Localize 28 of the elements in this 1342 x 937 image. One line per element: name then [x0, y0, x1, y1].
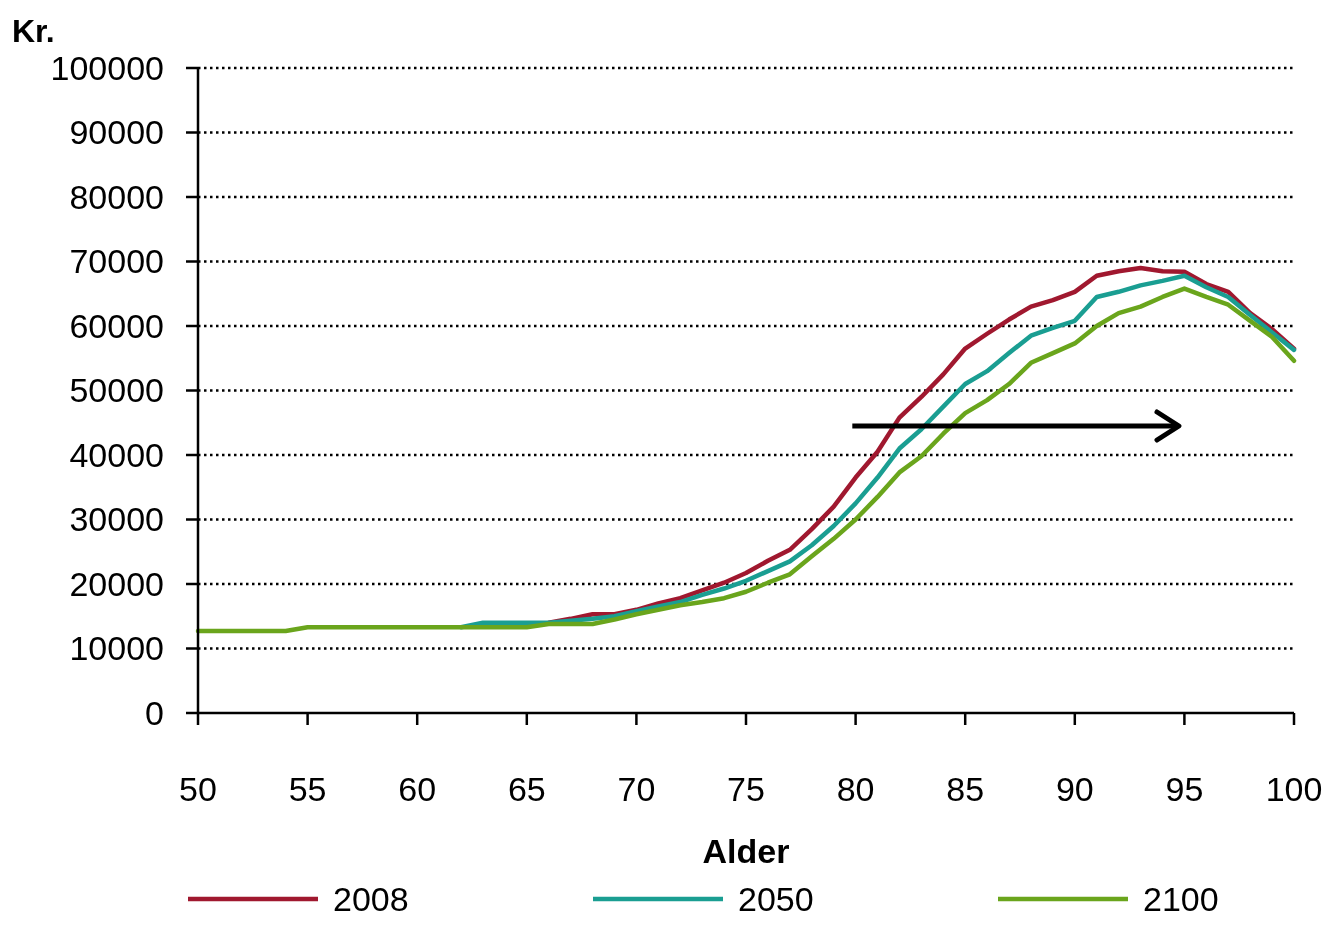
y-tick-label: 10000 — [69, 629, 164, 668]
y-tick-label: 0 — [145, 693, 164, 732]
x-tick-label: 60 — [398, 770, 437, 808]
x-axis-title: Alder — [702, 832, 790, 870]
y-tick-label: 80000 — [69, 177, 164, 216]
x-tick-label: 85 — [946, 770, 985, 808]
y-tick-label: 70000 — [69, 242, 164, 281]
line-series — [195, 286, 1297, 634]
y-axis-title: Kr. — [12, 13, 55, 49]
x-tick-label: 55 — [288, 770, 327, 808]
x-tick-label: 70 — [617, 770, 656, 808]
y-tick-label: 30000 — [69, 500, 164, 539]
y-tick-label: 100000 — [50, 48, 164, 87]
x-tick-label: 65 — [507, 770, 546, 808]
x-tick-label: 100 — [1265, 770, 1323, 808]
y-tick-label: 90000 — [69, 113, 164, 152]
x-tick-label: 50 — [179, 770, 217, 808]
legend-label: 2050 — [738, 880, 814, 918]
y-tick-label: 20000 — [69, 564, 164, 603]
y-tick-label: 50000 — [69, 371, 164, 410]
y-tick-label: 60000 — [69, 306, 164, 345]
x-tick-label: 80 — [836, 770, 875, 808]
y-tick-label: 40000 — [69, 435, 164, 474]
x-tick-label: 90 — [1055, 770, 1094, 808]
x-tick-label: 75 — [727, 770, 765, 808]
legend-label: 2100 — [1143, 880, 1219, 918]
x-tick-label: 95 — [1165, 770, 1204, 808]
legend-label: 2008 — [333, 880, 409, 918]
